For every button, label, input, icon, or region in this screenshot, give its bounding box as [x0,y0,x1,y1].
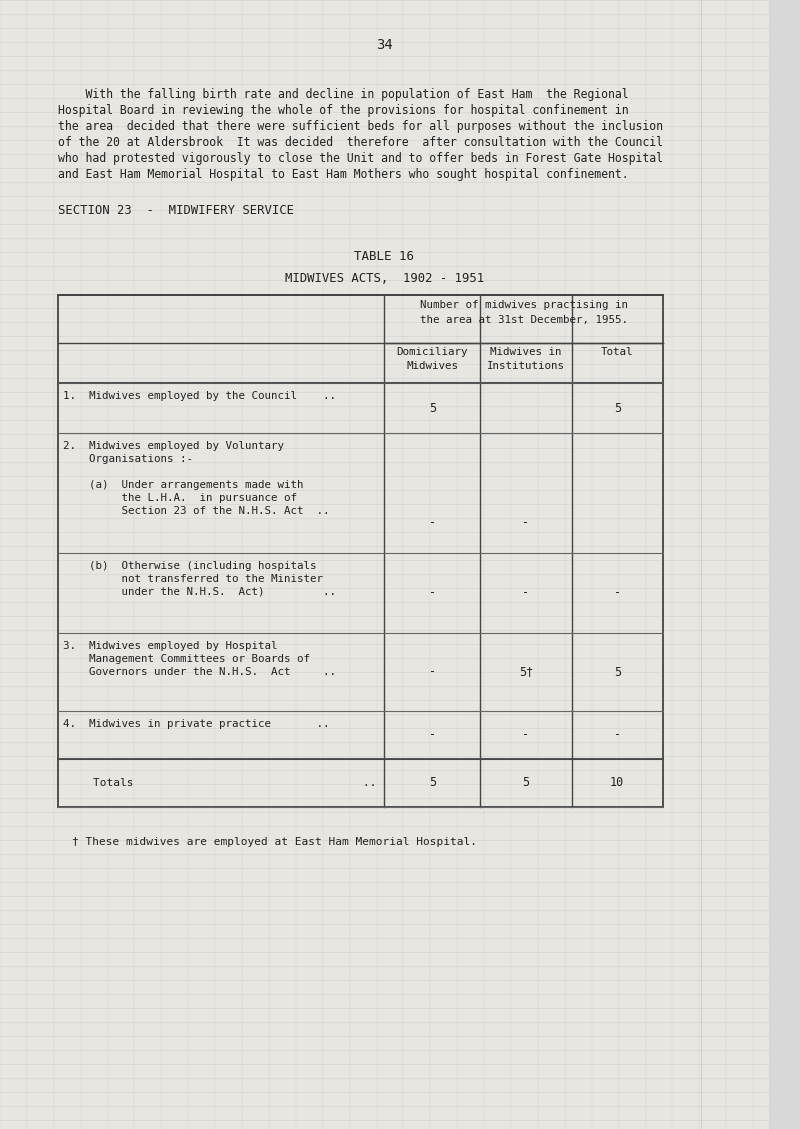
Text: 10: 10 [610,777,624,789]
Text: 5: 5 [429,777,436,789]
Text: Hospital Board in reviewing the whole of the provisions for hospital confinement: Hospital Board in reviewing the whole of… [58,104,628,117]
Text: Organisations :-: Organisations :- [63,454,194,464]
Text: -: - [522,516,530,530]
Text: Management Committees or Boards of: Management Committees or Boards of [63,654,310,664]
Text: 5: 5 [429,402,436,414]
Text: -: - [429,516,436,530]
Text: Totals                                  ..: Totals .. [93,778,377,788]
Text: 4.  Midwives in private practice       ..: 4. Midwives in private practice .. [63,719,330,729]
Text: -: - [522,586,530,599]
Text: Domiciliary
Midwives: Domiciliary Midwives [397,347,468,371]
Text: the area  decided that there were sufficient beds for all purposes without the i: the area decided that there were suffici… [58,120,662,133]
Text: 5†: 5† [519,665,533,679]
Text: 5: 5 [614,402,621,414]
Text: 1.  Midwives employed by the Council    ..: 1. Midwives employed by the Council .. [63,391,337,401]
Text: of the 20 at Aldersbrook  It was decided  therefore  after consultation with the: of the 20 at Aldersbrook It was decided … [58,135,662,149]
Text: Governors under the N.H.S.  Act     ..: Governors under the N.H.S. Act .. [63,667,337,677]
Text: 3.  Midwives employed by Hospital: 3. Midwives employed by Hospital [63,641,278,651]
Text: under the N.H.S.  Act)         ..: under the N.H.S. Act) .. [63,587,337,597]
Text: -: - [614,728,621,742]
Text: not transferred to the Minister: not transferred to the Minister [63,574,323,584]
Text: 34: 34 [376,38,393,52]
Text: SECTION 23  -  MIDWIFERY SERVICE: SECTION 23 - MIDWIFERY SERVICE [58,204,294,217]
Text: -: - [429,665,436,679]
Text: † These midwives are employed at East Ham Memorial Hospital.: † These midwives are employed at East Ha… [72,837,477,847]
Text: -: - [522,728,530,742]
Text: -: - [429,728,436,742]
Text: TABLE 16: TABLE 16 [354,250,414,263]
Text: (a)  Under arrangements made with: (a) Under arrangements made with [63,480,304,490]
Text: Midwives in
Institutions: Midwives in Institutions [487,347,565,371]
Text: Total: Total [601,347,634,357]
Text: the L.H.A.  in pursuance of: the L.H.A. in pursuance of [63,493,298,504]
Text: Number of midwives practising in
the area at 31st December, 1955.: Number of midwives practising in the are… [419,300,627,325]
Text: 5: 5 [522,777,530,789]
Text: Section 23 of the N.H.S. Act  ..: Section 23 of the N.H.S. Act .. [63,506,330,516]
Text: MIDWIVES ACTS,  1902 - 1951: MIDWIVES ACTS, 1902 - 1951 [285,272,484,285]
Text: who had protested vigorously to close the Unit and to offer beds in Forest Gate : who had protested vigorously to close th… [58,152,662,165]
Text: 2.  Midwives employed by Voluntary: 2. Midwives employed by Voluntary [63,441,285,450]
Text: (b)  Otherwise (including hospitals: (b) Otherwise (including hospitals [63,561,317,571]
Text: With the falling birth rate and decline in population of East Ham  the Regional: With the falling birth rate and decline … [58,88,628,100]
Text: -: - [429,586,436,599]
Text: -: - [614,586,621,599]
Bar [58,295,663,807]
Text: and East Ham Memorial Hospital to East Ham Mothers who sought hospital confineme: and East Ham Memorial Hospital to East H… [58,168,628,181]
Text: 5: 5 [614,665,621,679]
